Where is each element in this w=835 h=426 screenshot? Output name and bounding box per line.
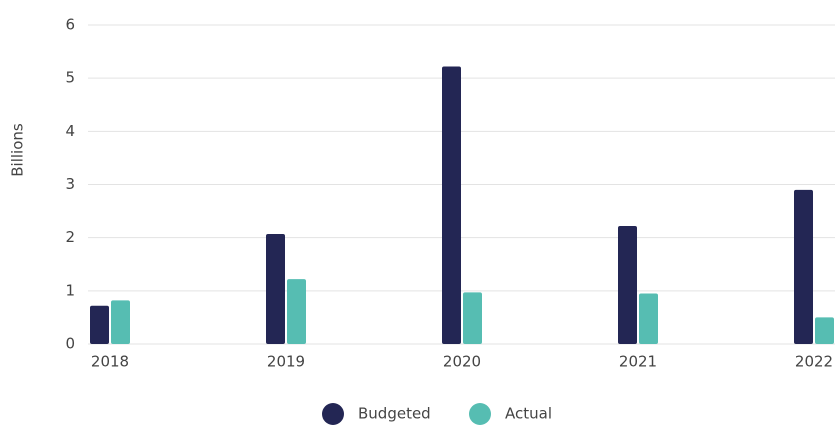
y-tick-label: 1 [65,281,75,299]
x-tick-label: 2019 [267,353,305,371]
bar [618,225,637,344]
x-tick-label: 2020 [443,353,481,371]
bar [794,189,813,344]
y-tick-label: 4 [65,122,75,140]
legend-label: Actual [505,405,552,423]
y-tick-label: 3 [65,175,75,193]
bar [266,233,285,344]
y-axis-label: Billions [9,123,27,177]
y-tick-label: 5 [65,69,75,87]
bar [111,300,130,344]
bar [442,66,461,344]
bar [639,293,658,344]
x-tick-label: 2022 [795,353,833,371]
bar [815,317,834,344]
x-tick-label: 2018 [91,353,129,371]
legend-swatch [322,403,344,425]
legend-label: Budgeted [358,405,431,423]
y-tick-label: 2 [65,228,75,246]
bar [287,279,306,344]
bar [463,292,482,344]
y-tick-label: 0 [65,335,75,353]
x-tick-label: 2021 [619,353,657,371]
legend-swatch [469,403,491,425]
y-tick-label: 6 [65,16,75,34]
bar [90,305,109,344]
